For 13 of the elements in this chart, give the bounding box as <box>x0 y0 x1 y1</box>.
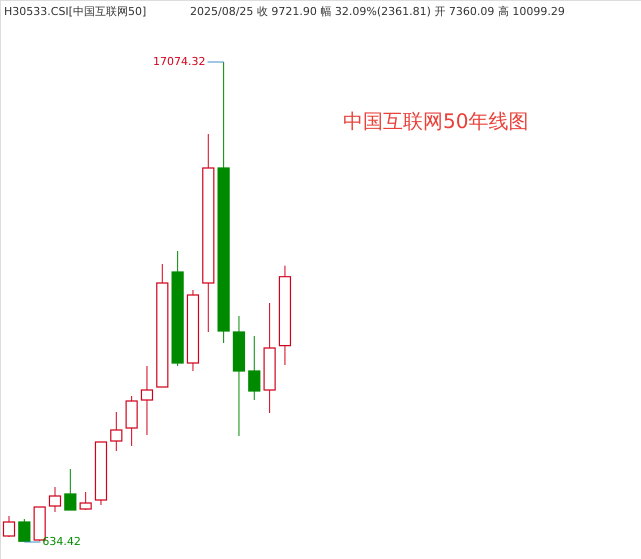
candlestick <box>48 486 62 512</box>
text: 2025/08/25 收 9721.90 幅 32.09%(2361.81) 开 7360.09 高 10099.29 <box>190 5 565 18</box>
candlestick <box>80 491 92 511</box>
chart-title: H30533.CSI[中国互联网50] <box>4 5 146 18</box>
candlestick <box>64 468 76 511</box>
candlestick <box>140 366 154 436</box>
annotation: 17074.32 <box>153 55 206 68</box>
annotation: 634.42 <box>42 535 81 548</box>
text: 中国互联网50年线图 <box>343 109 528 133</box>
candlestick <box>18 518 30 542</box>
candlestick <box>2 516 16 538</box>
candlestick <box>110 411 122 452</box>
candlestick <box>248 335 260 400</box>
